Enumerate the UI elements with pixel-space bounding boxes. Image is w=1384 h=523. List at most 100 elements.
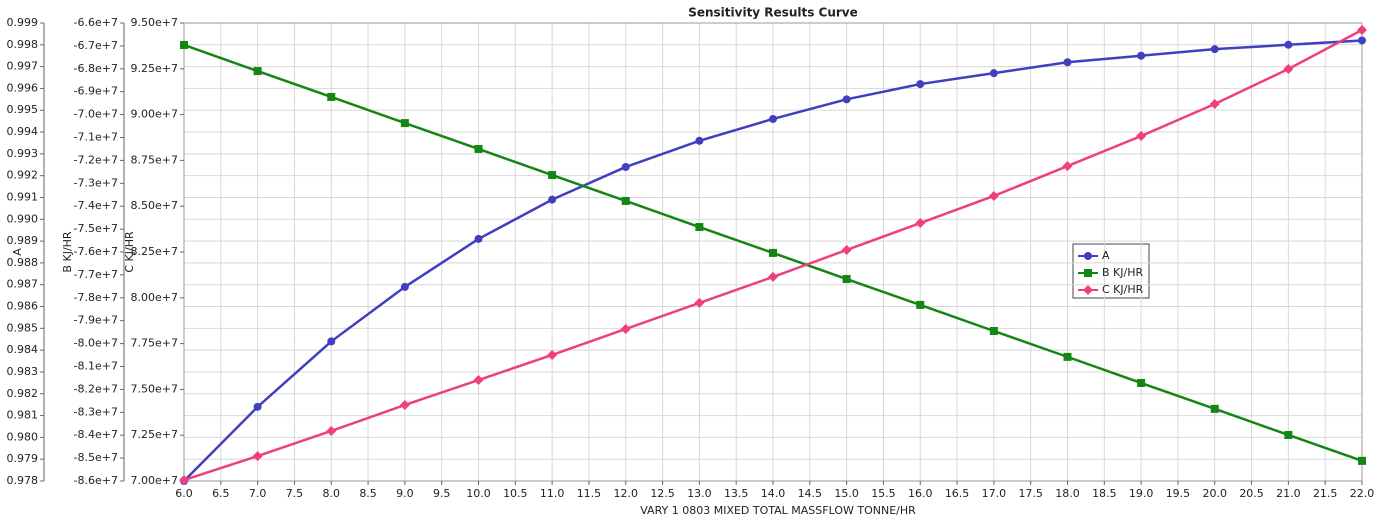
point <box>695 223 704 232</box>
y-tick-label: 0.995 <box>7 103 39 116</box>
x-tick-label: 10.5 <box>503 487 528 500</box>
point <box>621 196 630 205</box>
point <box>621 162 630 171</box>
y2-tick-label: -7.6e+7 <box>74 245 118 258</box>
point <box>548 171 557 180</box>
y-tick-label: 0.997 <box>7 60 39 73</box>
point <box>179 475 189 486</box>
y2-tick-label: -7.5e+7 <box>74 222 118 235</box>
point <box>547 349 558 360</box>
y-tick-label: 0.989 <box>7 234 39 247</box>
point <box>400 119 409 128</box>
x-tick-label: 16.0 <box>908 487 933 500</box>
y3-axis-label: C KJ/HR <box>123 231 136 273</box>
y3-tick-label: 7.75e+7 <box>131 337 178 350</box>
point <box>1137 378 1146 387</box>
y2-tick-label: -8.6e+7 <box>74 474 118 487</box>
y3-tick-label: 9.00e+7 <box>131 108 178 121</box>
point <box>620 323 631 334</box>
y3-tick-label: 7.25e+7 <box>131 428 178 441</box>
y3-tick-label: 9.25e+7 <box>131 62 178 75</box>
x-tick-label: 11.0 <box>540 487 565 500</box>
chart-title: Sensitivity Results Curve <box>688 6 858 20</box>
point <box>695 136 704 145</box>
y2-axis-label: B KJ/HR <box>61 231 74 272</box>
y2-tick-label: -7.2e+7 <box>74 153 118 166</box>
y-tick-label: 0.990 <box>7 212 39 225</box>
x-tick-label: 9.5 <box>433 487 451 500</box>
x-tick-label: 13.5 <box>724 487 749 500</box>
point <box>1062 161 1073 172</box>
y-tick-label: 0.988 <box>7 256 39 269</box>
y3-tick-label: 8.50e+7 <box>131 199 178 212</box>
point <box>327 337 336 346</box>
point <box>474 144 483 153</box>
point <box>326 425 337 436</box>
y-tick-label: 0.980 <box>7 430 39 443</box>
y-tick-label: 0.994 <box>7 125 39 138</box>
x-tick-label: 20.0 <box>1203 487 1228 500</box>
x-tick-label: 12.5 <box>650 487 675 500</box>
x-tick-label: 7.5 <box>286 487 304 500</box>
x-tick-label: 6.0 <box>175 487 193 500</box>
x-tick-label: 11.5 <box>577 487 602 500</box>
x-tick-label: 17.0 <box>982 487 1007 500</box>
y-tick-label: 0.986 <box>7 300 39 313</box>
x-tick-label: 14.5 <box>798 487 823 500</box>
y2-tick-label: -7.1e+7 <box>74 131 118 144</box>
x-tick-label: 14.0 <box>761 487 786 500</box>
point <box>180 40 188 49</box>
x-tick-label: 19.0 <box>1129 487 1154 500</box>
y2-tick-label: -7.3e+7 <box>74 176 118 189</box>
y-tick-label: 0.984 <box>7 343 39 356</box>
point <box>1358 456 1366 465</box>
y-tick-label: 0.981 <box>7 409 39 422</box>
y-tick-label: 0.996 <box>7 81 39 94</box>
x-tick-label: 18.5 <box>1092 487 1117 500</box>
y3-tick-label: 8.25e+7 <box>131 245 178 258</box>
point <box>1210 45 1219 54</box>
y-tick-label: 0.987 <box>7 278 39 291</box>
point <box>1137 51 1146 60</box>
legend-marker <box>1083 285 1093 295</box>
x-tick-label: 19.5 <box>1166 487 1191 500</box>
legend-marker <box>1084 269 1092 277</box>
point <box>768 271 778 282</box>
point <box>1063 58 1072 67</box>
point <box>252 451 263 462</box>
x-tick-label: 17.5 <box>1018 487 1043 500</box>
point <box>769 248 777 257</box>
legend-label: A <box>1102 249 1110 262</box>
point <box>989 327 998 336</box>
point <box>399 399 410 410</box>
point <box>916 300 925 309</box>
point <box>769 114 777 123</box>
y-tick-label: 0.999 <box>7 16 39 29</box>
y2-tick-label: -7.0e+7 <box>74 108 118 121</box>
x-tick-label: 10.0 <box>466 487 491 500</box>
y2-tick-label: -6.8e+7 <box>74 62 118 75</box>
y2-tick-label: -8.5e+7 <box>74 451 118 464</box>
point <box>989 69 998 78</box>
y2-tick-label: -6.9e+7 <box>74 85 118 98</box>
point <box>253 67 262 76</box>
y-tick-label: 0.982 <box>7 387 39 400</box>
point <box>915 218 926 229</box>
x-tick-label: 21.5 <box>1313 487 1338 500</box>
y-tick-label: 0.978 <box>7 474 39 487</box>
y2-tick-label: -8.3e+7 <box>74 405 118 418</box>
x-axis-label: VARY 1 0803 MIXED TOTAL MASSFLOW TONNE/H… <box>640 504 916 517</box>
point <box>1357 24 1367 35</box>
x-tick-label: 9.0 <box>396 487 414 500</box>
y2-tick-label: -6.6e+7 <box>74 16 118 29</box>
point <box>842 275 851 284</box>
x-tick-label: 18.0 <box>1055 487 1080 500</box>
point <box>1210 404 1219 413</box>
x-tick-label: 7.0 <box>249 487 267 500</box>
x-tick-label: 13.0 <box>687 487 712 500</box>
y2-tick-label: -8.4e+7 <box>74 428 118 441</box>
point <box>1358 36 1366 45</box>
point <box>842 95 851 104</box>
legend-label: C KJ/HR <box>1102 283 1144 296</box>
